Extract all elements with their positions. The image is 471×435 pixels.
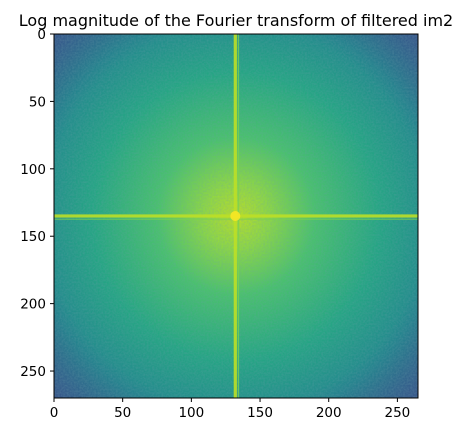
x-tick-label: 150: [247, 405, 273, 421]
x-tick-label: 100: [178, 405, 204, 421]
axes-frame: [53, 33, 419, 399]
y-tick-label: 150: [20, 229, 46, 245]
x-axis: 0 50 100 150 200 250: [50, 398, 411, 421]
y-axis: 0 50 100 150 200 250: [20, 27, 54, 380]
dc-peak: [230, 211, 241, 221]
plot-area: [54, 34, 418, 398]
y-tick-label: 200: [20, 297, 46, 313]
y-tick-label: 50: [29, 94, 46, 110]
y-tick-label: 250: [20, 364, 46, 380]
chart-title: Log magnitude of the Fourier transform o…: [19, 11, 453, 30]
x-tick-label: 0: [50, 405, 59, 421]
x-tick-label: 50: [114, 405, 131, 421]
x-tick-label: 200: [316, 405, 342, 421]
y-tick-label: 100: [20, 162, 46, 178]
y-tick-label: 0: [37, 27, 46, 43]
x-tick-label: 250: [385, 405, 411, 421]
